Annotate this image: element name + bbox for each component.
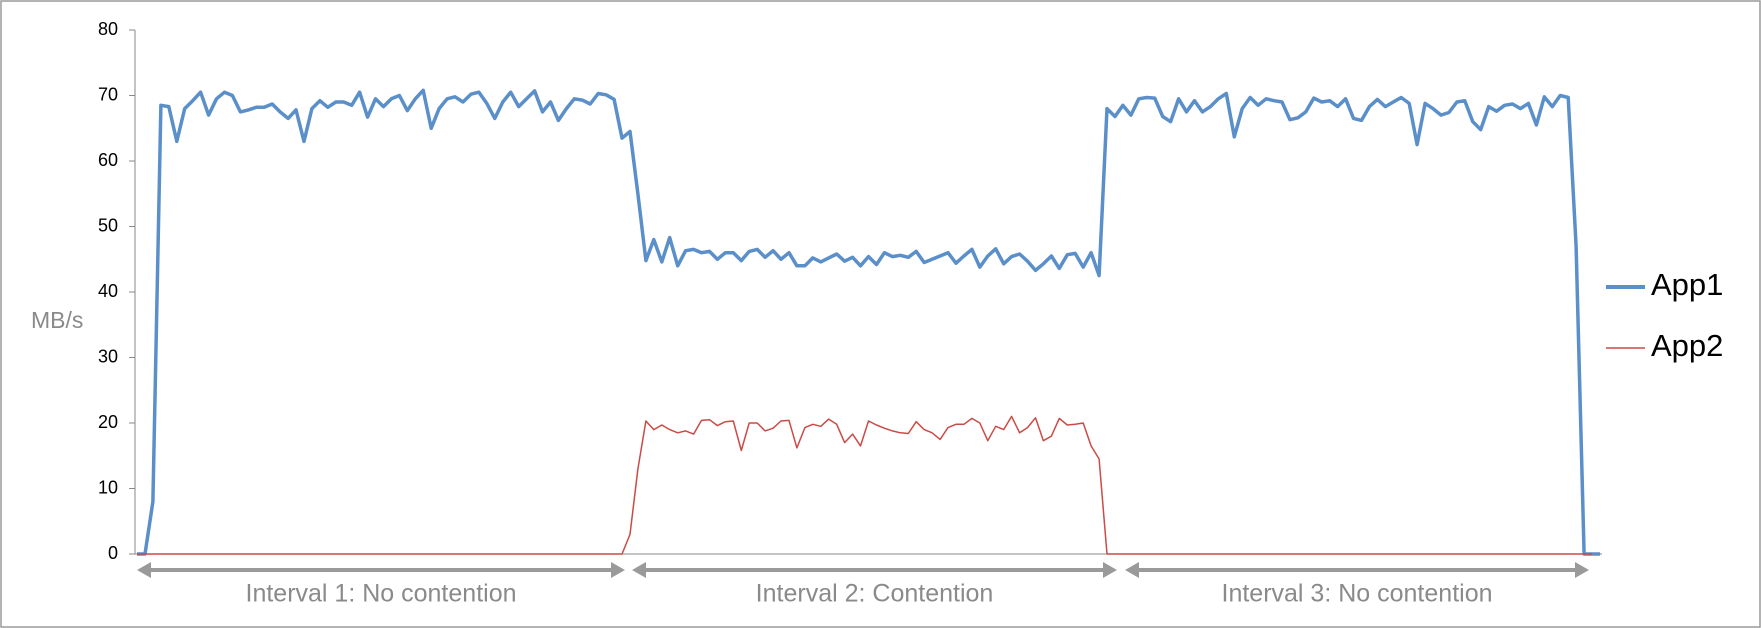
arrow-head	[1103, 562, 1117, 578]
y-tick-label: 60	[98, 150, 118, 170]
y-tick-label: 70	[98, 84, 118, 104]
legend-label: App1	[1651, 267, 1723, 302]
arrow-head	[611, 562, 625, 578]
arrow-head	[1125, 562, 1139, 578]
arrow-head	[137, 562, 151, 578]
y-tick-label: 10	[98, 477, 118, 497]
interval-label: Interval 3: No contention	[1222, 580, 1493, 608]
y-tick-label: 40	[98, 281, 118, 301]
y-tick-label: 30	[98, 346, 118, 366]
y-axis-label: MB/s	[31, 307, 83, 333]
y-tick-label: 0	[108, 543, 118, 563]
interval-label: Interval 2: Contention	[756, 580, 994, 608]
arrow-head	[632, 562, 646, 578]
interval-label: Interval 1: No contention	[246, 580, 517, 608]
y-tick-label: 20	[98, 412, 118, 432]
line-series	[137, 88, 1600, 556]
y-tick-label: 80	[98, 19, 118, 39]
arrow-head	[1575, 562, 1589, 578]
legend-label: App2	[1651, 328, 1723, 363]
line-series	[137, 415, 1592, 555]
y-tick-label: 50	[98, 215, 118, 235]
